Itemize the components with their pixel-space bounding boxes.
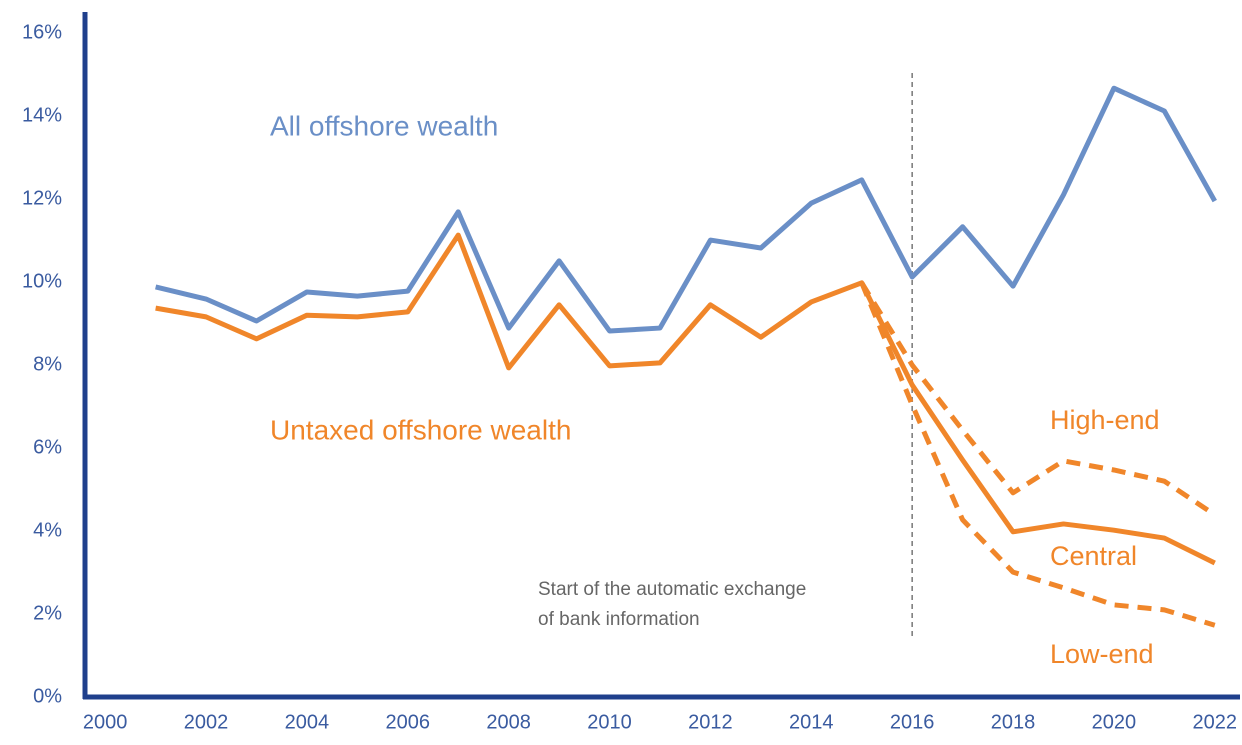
x-tick-label: 2022 [1193,711,1238,733]
x-tick-label: 2012 [688,711,733,733]
y-tick-label: 10% [22,270,62,292]
x-tick-label: 2002 [184,711,229,733]
y-tick-label: 4% [33,519,62,541]
series-label: All offshore wealth [270,110,498,141]
x-tick-label: 2018 [991,711,1036,733]
annotation: of bank information [538,609,700,630]
x-tick-label: 2014 [789,711,834,733]
series-line [155,85,1217,334]
y-tick-label: 12% [22,187,62,209]
x-tick-label: 2010 [587,711,632,733]
series-label: Untaxed offshore wealth [270,414,571,445]
y-tick-label: 6% [33,436,62,458]
series-line [859,281,1217,517]
y-tick-label: 14% [22,104,62,126]
x-tick-label: 2006 [386,711,431,733]
series-label: High-end [1050,405,1160,435]
series-line [859,281,1216,628]
x-tick-label: 2020 [1092,711,1137,733]
y-tick-label: 16% [22,21,62,43]
y-tick-label: 0% [33,685,62,707]
x-tick-label: 2000 [83,711,128,733]
series-label: Central [1050,541,1137,571]
y-tick-label: 2% [33,602,62,624]
y-tick-label: 8% [33,353,62,375]
series-label: Low-end [1050,639,1154,669]
x-tick-label: 2016 [890,711,935,733]
x-tick-label: 2008 [486,711,531,733]
annotation: Start of the automatic exchange [538,579,806,600]
series-line [155,232,1216,566]
x-tick-label: 2004 [285,711,330,733]
